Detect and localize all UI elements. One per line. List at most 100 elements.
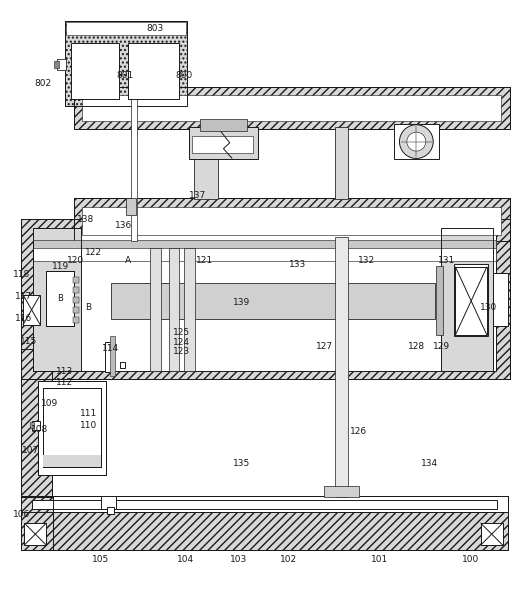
Bar: [32, 500, 497, 509]
Bar: [38, 381, 106, 475]
Bar: [33, 228, 496, 371]
Text: 107: 107: [22, 446, 39, 455]
Text: 800: 800: [176, 71, 193, 80]
Bar: [32, 421, 40, 430]
Text: 118: 118: [13, 270, 30, 279]
Bar: [455, 267, 487, 335]
Bar: [38, 381, 106, 475]
Bar: [335, 127, 348, 199]
Text: 116: 116: [15, 314, 32, 323]
Text: 113: 113: [56, 367, 73, 376]
Bar: [481, 523, 503, 545]
Bar: [73, 297, 79, 303]
Text: 137: 137: [189, 191, 206, 201]
Text: 129: 129: [433, 342, 450, 352]
Bar: [71, 43, 119, 99]
Text: 101: 101: [371, 555, 388, 564]
Text: 138: 138: [77, 215, 94, 224]
Bar: [38, 381, 106, 475]
Bar: [23, 295, 40, 324]
Bar: [21, 497, 508, 550]
Text: 802: 802: [35, 79, 52, 88]
Text: 117: 117: [15, 291, 32, 301]
Text: 102: 102: [280, 555, 297, 564]
Bar: [21, 496, 508, 512]
Bar: [74, 87, 510, 129]
Text: 126: 126: [350, 427, 367, 437]
Bar: [73, 317, 79, 323]
Text: 111: 111: [80, 408, 97, 418]
Text: 105: 105: [92, 555, 109, 564]
Text: 110: 110: [80, 421, 97, 431]
Bar: [131, 58, 137, 241]
Bar: [66, 22, 186, 35]
Bar: [57, 59, 66, 70]
Text: 139: 139: [233, 297, 250, 307]
Text: 100: 100: [462, 555, 479, 564]
Bar: [21, 349, 52, 497]
Bar: [33, 248, 496, 261]
Circle shape: [399, 124, 433, 159]
Text: 801: 801: [117, 71, 134, 80]
Bar: [192, 136, 253, 153]
Text: 109: 109: [42, 399, 58, 408]
Text: 121: 121: [196, 256, 213, 266]
Bar: [43, 388, 101, 467]
Bar: [107, 507, 114, 514]
Bar: [74, 87, 510, 129]
Bar: [43, 455, 101, 467]
Bar: [33, 228, 81, 371]
Bar: [21, 497, 53, 550]
Bar: [33, 228, 81, 371]
Bar: [126, 198, 136, 215]
Text: 134: 134: [421, 458, 438, 468]
Bar: [33, 240, 496, 249]
Text: 130: 130: [481, 303, 497, 313]
Text: 119: 119: [52, 262, 69, 271]
Text: 127: 127: [316, 342, 333, 352]
Bar: [441, 228, 493, 371]
Bar: [73, 277, 79, 283]
Bar: [111, 283, 435, 319]
Text: 112: 112: [56, 378, 73, 387]
Bar: [21, 219, 510, 379]
Bar: [169, 248, 179, 371]
Bar: [394, 124, 439, 159]
Text: 128: 128: [408, 342, 425, 352]
Text: 133: 133: [289, 260, 306, 269]
Bar: [21, 496, 508, 512]
Text: 104: 104: [177, 555, 194, 564]
Text: 114: 114: [102, 343, 119, 353]
Bar: [21, 219, 510, 379]
Text: 124: 124: [173, 337, 190, 347]
Text: B: B: [85, 303, 92, 313]
Text: 108: 108: [31, 425, 48, 434]
Bar: [30, 422, 34, 428]
Bar: [454, 264, 488, 336]
Bar: [101, 496, 116, 509]
Text: 132: 132: [358, 256, 375, 266]
Bar: [436, 266, 443, 335]
Bar: [74, 198, 510, 241]
Text: 131: 131: [438, 256, 455, 266]
Text: 123: 123: [173, 347, 190, 356]
Bar: [65, 21, 187, 106]
Bar: [21, 349, 52, 497]
Bar: [21, 497, 53, 550]
Bar: [21, 497, 508, 550]
Bar: [54, 61, 59, 68]
Bar: [73, 287, 79, 293]
Bar: [24, 523, 46, 545]
Bar: [324, 486, 359, 497]
Bar: [120, 362, 125, 368]
Bar: [46, 271, 74, 326]
Text: 135: 135: [233, 458, 250, 468]
Text: 125: 125: [173, 328, 190, 337]
Text: 120: 120: [67, 256, 84, 266]
Bar: [46, 271, 74, 326]
Bar: [105, 342, 113, 372]
Bar: [128, 43, 179, 99]
Bar: [200, 119, 247, 131]
Bar: [110, 336, 115, 376]
Polygon shape: [189, 127, 258, 159]
